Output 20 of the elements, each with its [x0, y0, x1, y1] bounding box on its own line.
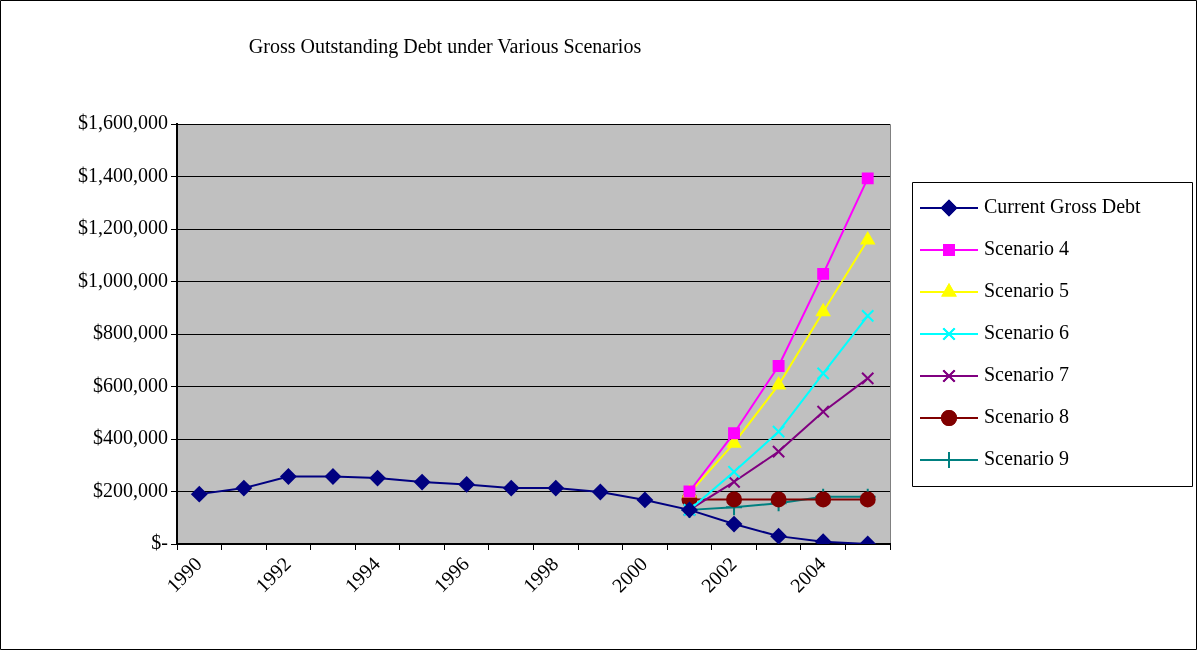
y-tick-label: $-	[151, 531, 168, 554]
x-tick-label: 1992	[251, 552, 295, 597]
y-tick-label: $1,600,000	[78, 111, 168, 134]
legend-label: Scenario 8	[984, 405, 1069, 428]
legend-label: Current Gross Debt	[984, 195, 1142, 218]
legend-label: Scenario 5	[984, 279, 1069, 302]
x-tick-label: 1990	[161, 552, 206, 597]
legend-label: Scenario 7	[984, 363, 1069, 386]
y-tick-label: $1,000,000	[78, 268, 168, 291]
y-tick-label: $1,400,000	[78, 163, 168, 186]
x-tick-label: 1998	[518, 552, 563, 597]
y-tick-label: $800,000	[93, 321, 168, 344]
legend-label: Scenario 9	[984, 447, 1069, 470]
y-tick-label: $600,000	[93, 373, 168, 396]
legend-label: Scenario 4	[984, 237, 1069, 260]
y-tick-label: $200,000	[93, 478, 168, 501]
y-tick-label: $400,000	[93, 426, 168, 449]
legend-label: Scenario 6	[984, 321, 1069, 344]
chart-title: Gross Outstanding Debt under Various Scenarios	[248, 35, 642, 59]
y-tick-label: $1,200,000	[78, 216, 168, 239]
